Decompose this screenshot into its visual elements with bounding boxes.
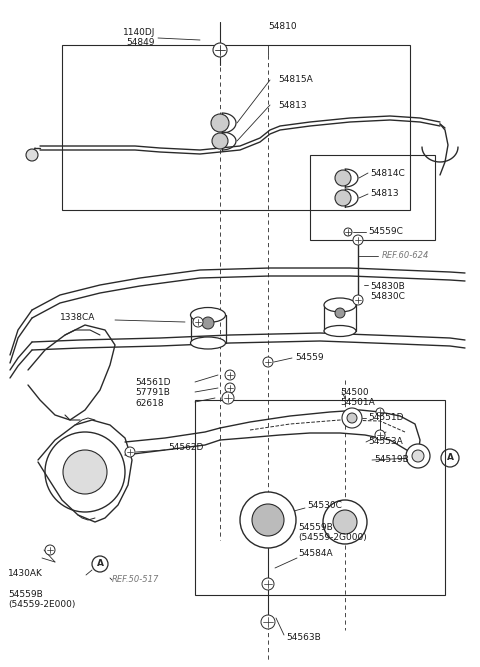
Circle shape [261, 615, 275, 629]
Circle shape [211, 114, 229, 132]
Circle shape [333, 510, 357, 534]
Circle shape [323, 500, 367, 544]
Circle shape [412, 450, 424, 462]
Text: 1430AK: 1430AK [8, 570, 43, 578]
Ellipse shape [324, 298, 356, 312]
Circle shape [26, 149, 38, 161]
Text: 54559: 54559 [295, 354, 324, 362]
Bar [62, 45, 410, 210]
Circle shape [376, 408, 384, 416]
Text: 1338CA: 1338CA [60, 313, 96, 323]
Text: 54530C: 54530C [307, 502, 342, 510]
Text: 54559B
(54559-2G000): 54559B (54559-2G000) [298, 523, 367, 542]
Circle shape [335, 170, 351, 186]
Circle shape [225, 370, 235, 380]
Text: 54815A: 54815A [278, 75, 313, 85]
Ellipse shape [191, 337, 226, 349]
Text: A: A [96, 560, 104, 568]
Text: 1140DJ
54849: 1140DJ 54849 [122, 28, 155, 47]
Text: 54810: 54810 [268, 22, 297, 31]
Ellipse shape [324, 325, 356, 336]
Text: 54551D: 54551D [368, 414, 404, 422]
Circle shape [193, 317, 203, 327]
Text: A: A [446, 454, 454, 462]
Text: REF.60-624: REF.60-624 [382, 251, 430, 261]
Text: 54500
54501A: 54500 54501A [340, 388, 375, 408]
Bar [195, 400, 445, 595]
Text: 54553A: 54553A [368, 438, 403, 446]
Circle shape [406, 444, 430, 468]
Circle shape [353, 235, 363, 245]
Text: REF.50-517: REF.50-517 [112, 576, 159, 584]
Text: 54813: 54813 [370, 189, 398, 199]
Text: 54561D
57791B
62618: 54561D 57791B 62618 [135, 378, 170, 408]
Circle shape [263, 357, 273, 367]
Circle shape [344, 228, 352, 236]
Circle shape [335, 190, 351, 206]
Text: 54584A: 54584A [298, 550, 333, 558]
Ellipse shape [191, 307, 226, 323]
Circle shape [63, 450, 107, 494]
Circle shape [342, 408, 362, 428]
Circle shape [202, 317, 214, 329]
Circle shape [125, 447, 135, 457]
Circle shape [353, 295, 363, 305]
Circle shape [222, 392, 234, 404]
Text: 54559C: 54559C [368, 227, 403, 237]
Circle shape [335, 308, 345, 318]
Text: 54562D: 54562D [168, 444, 204, 452]
Bar [310, 155, 435, 240]
Text: 54830B
54830C: 54830B 54830C [370, 282, 405, 301]
Circle shape [225, 383, 235, 393]
Circle shape [252, 504, 284, 536]
Circle shape [240, 492, 296, 548]
Circle shape [45, 545, 55, 555]
Circle shape [262, 578, 274, 590]
Text: 54519B: 54519B [374, 456, 409, 464]
Circle shape [347, 413, 357, 423]
Text: 54813: 54813 [278, 101, 307, 109]
Text: 54559B
(54559-2E000): 54559B (54559-2E000) [8, 590, 75, 610]
Circle shape [213, 43, 227, 57]
Circle shape [375, 430, 385, 440]
Text: 54563B: 54563B [286, 632, 321, 642]
Text: 54814C: 54814C [370, 169, 405, 177]
Circle shape [212, 133, 228, 149]
